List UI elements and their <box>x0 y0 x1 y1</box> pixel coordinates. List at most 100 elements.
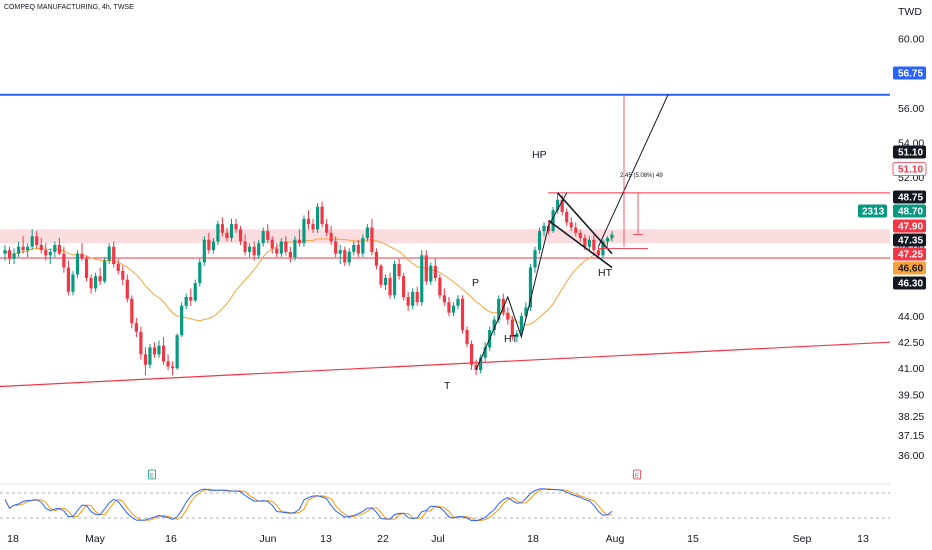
candle-body <box>569 222 573 228</box>
candle-body <box>171 366 175 369</box>
candle-body <box>429 265 433 282</box>
candle-body <box>279 241 283 254</box>
candle-body <box>297 239 302 244</box>
time-tick-label: Jul <box>431 533 444 545</box>
price-zone <box>0 229 890 244</box>
osc-signal-line <box>4 488 613 522</box>
candle-body <box>21 246 25 251</box>
candle-body <box>592 239 596 251</box>
candle-body <box>161 345 166 362</box>
candle-body <box>352 244 356 252</box>
candle-body <box>311 224 315 230</box>
candle-body <box>533 250 537 268</box>
candle-body <box>243 241 247 252</box>
price-tag-label: 47.25 <box>898 250 923 261</box>
candle-body <box>560 199 564 212</box>
candle-body <box>306 218 311 225</box>
price-tick-label: 36.00 <box>898 450 924 462</box>
price-tag-label: 47.35 <box>898 236 923 247</box>
candle-body <box>261 231 265 244</box>
candle-body <box>175 335 179 369</box>
candle-body <box>506 312 510 320</box>
candle-body <box>103 260 107 282</box>
candle-body <box>180 305 184 336</box>
candle-body <box>542 225 546 232</box>
candle-body <box>302 218 306 244</box>
candle-body <box>460 298 465 331</box>
pattern-label: T <box>444 380 451 392</box>
price-tag <box>893 276 926 290</box>
candle-body <box>93 276 98 289</box>
candle-body <box>492 319 496 331</box>
candle-body <box>12 253 16 259</box>
candle-body <box>16 246 21 254</box>
candle-body <box>329 232 333 242</box>
candle-body <box>474 364 478 370</box>
candle-body <box>112 246 116 265</box>
pattern-label: HT <box>598 267 613 279</box>
candle-body <box>406 297 410 306</box>
candle-body <box>202 239 206 263</box>
price-axis[interactable]: TWD60.0058.0056.0054.0052.0050.0048.0046… <box>858 0 932 550</box>
candle-body <box>610 234 614 238</box>
candle-body <box>451 305 456 313</box>
osc-k-line <box>4 488 613 522</box>
candle-body <box>537 231 542 251</box>
price-tick-label: 37.15 <box>898 430 924 442</box>
candle-body <box>379 265 383 285</box>
candle-body <box>528 267 533 308</box>
candle-body <box>193 283 197 301</box>
price-tag-label: 51.10 <box>898 165 923 176</box>
candle-body <box>71 274 75 292</box>
candle-body <box>442 295 446 303</box>
candle-body <box>257 243 261 256</box>
candle-body <box>356 244 360 254</box>
candle-body <box>84 258 89 278</box>
candle-body <box>216 224 220 242</box>
candle-body <box>605 238 610 242</box>
candle-body <box>48 251 52 256</box>
candle-body <box>388 277 392 296</box>
price-tag-label: 56.75 <box>898 69 923 80</box>
trend-lines <box>0 93 891 388</box>
candle-body <box>343 250 347 263</box>
candle-body <box>234 224 238 230</box>
candle-body <box>35 236 39 245</box>
candle-body <box>334 241 338 254</box>
time-tick-label: Jun <box>260 533 277 545</box>
candle-body <box>7 250 12 259</box>
candle-body <box>184 297 188 306</box>
price-tag-label: 48.75 <box>898 193 923 204</box>
price-tick-label: 60.00 <box>898 33 924 45</box>
candle-body <box>75 253 80 275</box>
candle-body <box>515 333 519 337</box>
time-tick-label: 22 <box>377 533 389 545</box>
price-tag <box>892 162 927 176</box>
candle-body <box>284 241 288 252</box>
candle-body <box>125 279 129 299</box>
candle-body <box>519 316 524 334</box>
candle-body <box>374 251 379 266</box>
price-tick-label: 42.50 <box>898 337 924 349</box>
price-tag <box>893 204 926 218</box>
candle-body <box>166 361 170 367</box>
price-tag-label: 51.10 <box>898 148 923 159</box>
candle-body <box>483 347 487 358</box>
candle-body <box>383 277 388 285</box>
candle-body <box>424 255 428 282</box>
time-tick-label: 16 <box>165 533 177 545</box>
time-axis[interactable]: 18 May 16 Jun 13 22 Jul 18 Aug 15 Sep 13 <box>7 533 869 545</box>
candle-body <box>225 232 229 238</box>
price-tag-label: 47.90 <box>898 222 923 233</box>
candle-body <box>347 251 351 263</box>
candle-body <box>596 250 601 256</box>
candle-body <box>198 262 202 284</box>
currency-label: TWD <box>898 6 922 18</box>
oscillator-pane: 100.00 <box>0 478 930 522</box>
candle-body <box>57 244 61 254</box>
candle-body <box>252 246 256 256</box>
breakout-projection <box>597 94 669 247</box>
price-axis-bg <box>890 0 932 550</box>
time-tick-label: 15 <box>687 533 699 545</box>
